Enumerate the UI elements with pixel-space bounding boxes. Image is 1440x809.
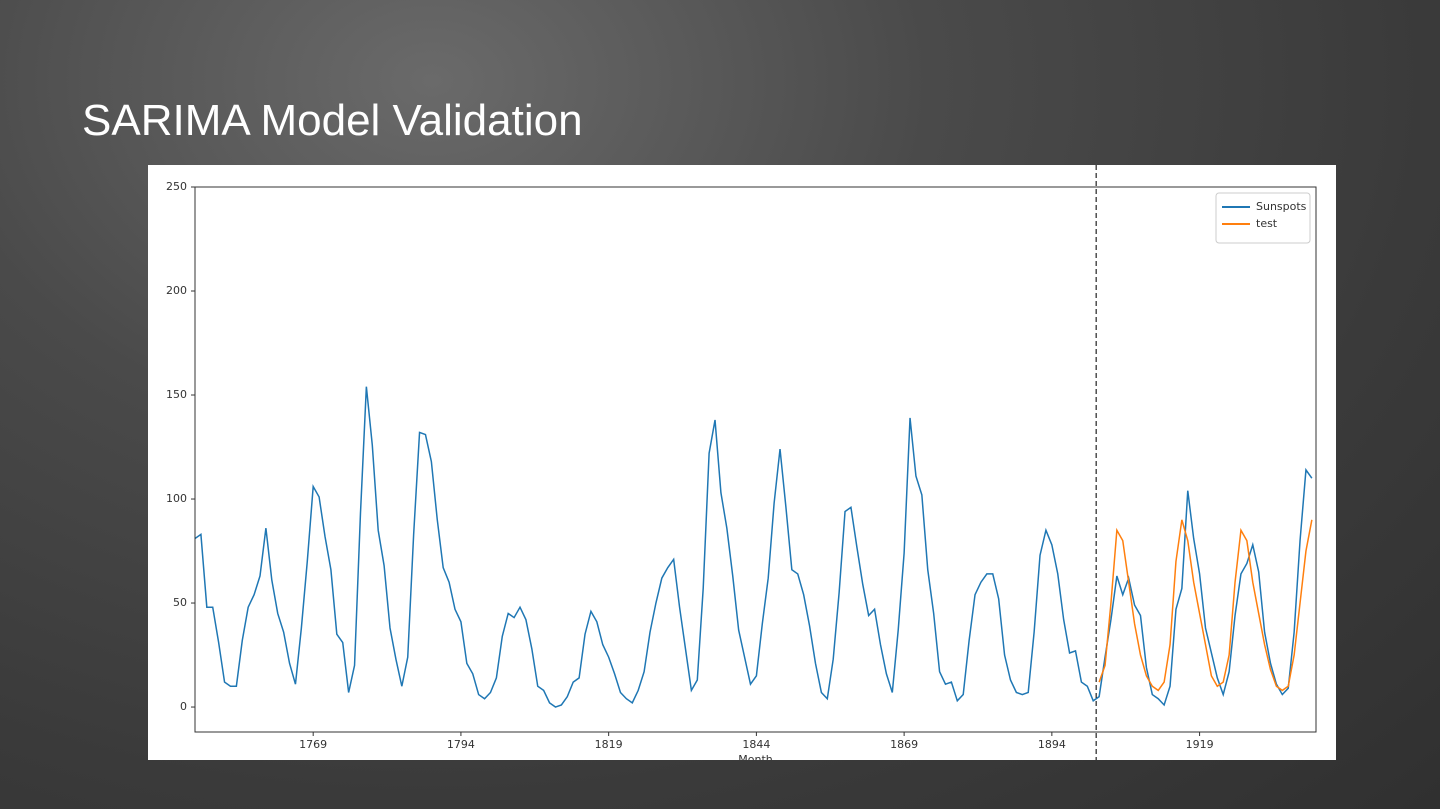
x-tick-label: 1794 <box>447 738 475 751</box>
legend-label: Sunspots <box>1256 200 1307 213</box>
slide-title: SARIMA Model Validation <box>82 96 583 145</box>
y-tick-label: 0 <box>180 700 187 713</box>
x-tick-label: 1844 <box>742 738 770 751</box>
chart: 0 50 100 150 200 250 1769 1794 1819 1844 1869 1894 1… <box>166 165 1317 760</box>
x-tick-label: 1894 <box>1038 738 1066 751</box>
x-tick-label: 1819 <box>595 738 623 751</box>
data-line <box>195 386 1313 708</box>
x-axis-label: Month <box>738 753 773 760</box>
plot-frame <box>194 186 1317 733</box>
x-tick-label: 1919 <box>1186 738 1214 751</box>
x-tick-label: 1869 <box>890 738 918 751</box>
chart-panel: 0 50 100 150 200 250 1769 1794 1819 1844 1869 1894 1… <box>148 165 1336 760</box>
y-tick-label: 150 <box>166 388 187 401</box>
y-tick-label: 250 <box>166 180 187 193</box>
y-tick-label: 200 <box>166 284 187 297</box>
y-tick-label: 100 <box>166 492 187 505</box>
legend-label: test <box>1256 217 1278 230</box>
x-tick-label: 1769 <box>299 738 327 751</box>
data-line <box>1098 519 1313 692</box>
legend-box <box>1215 192 1311 244</box>
y-tick-label: 50 <box>173 596 187 609</box>
